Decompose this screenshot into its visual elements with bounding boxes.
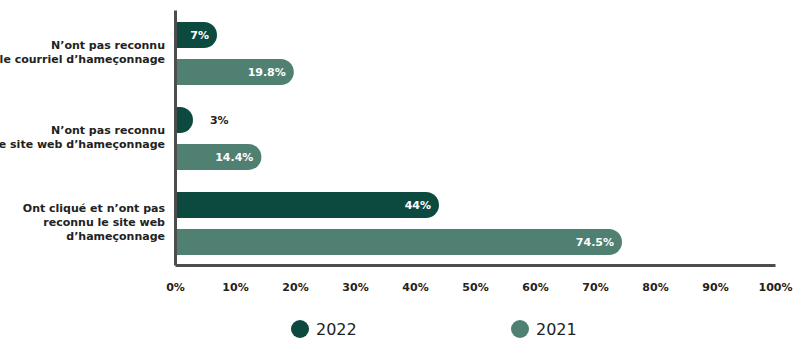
x-tick-label: 10% — [222, 281, 248, 294]
data-label: 74.5% — [576, 236, 614, 249]
chart: 7% 3% 44% 19.8% 14.4% 74.5% 0% 10% 20% 30% 40% 50% 6… — [0, 0, 805, 349]
x-tick-label: 70% — [582, 281, 608, 294]
legend-swatch — [291, 320, 309, 338]
y-tick: N’ont pas reconnule site web d’hameçonna… — [0, 124, 175, 151]
x-tick: 100% — [759, 265, 793, 294]
data-label: 19.8% — [248, 66, 286, 79]
y-tick-label: N’ont pas reconnule site web d’hameçonna… — [0, 124, 165, 151]
x-tick-label: 80% — [642, 281, 668, 294]
x-tick: 60% — [522, 265, 548, 294]
data-label: 14.4% — [215, 151, 253, 164]
x-tick: 30% — [342, 265, 368, 294]
bar — [175, 144, 261, 170]
y-axis: N’ont pas reconnule courriel d’hameçonna… — [0, 11, 176, 266]
bar — [175, 229, 622, 255]
legend: 2022 2021 — [291, 320, 577, 339]
x-tick-label: 100% — [759, 281, 793, 294]
bar — [175, 59, 294, 85]
x-tick-label: 0% — [166, 281, 185, 294]
x-tick: 80% — [642, 265, 668, 294]
y-axis-line — [174, 11, 177, 266]
x-tick: 70% — [582, 265, 608, 294]
x-tick: 10% — [222, 265, 248, 294]
bar — [175, 22, 217, 48]
x-tick-label: 60% — [522, 281, 548, 294]
x-tick-label: 40% — [402, 281, 428, 294]
x-axis-line — [176, 264, 776, 267]
y-tick-label: Ont cliqué et n’ont pasreconnu le site w… — [23, 202, 166, 243]
x-tick: 40% — [402, 265, 428, 294]
y-tick: N’ont pas reconnule courriel d’hameçonna… — [0, 39, 175, 66]
x-tick-label: 50% — [462, 281, 488, 294]
x-tick: 20% — [282, 265, 308, 294]
x-tick: 0% — [166, 265, 185, 294]
legend-label: 2022 — [316, 320, 357, 339]
data-label: 44% — [405, 199, 431, 212]
data-label: 7% — [190, 29, 209, 42]
x-tick-label: 90% — [702, 281, 728, 294]
x-tick: 90% — [702, 265, 728, 294]
bars — [175, 22, 622, 255]
bar — [175, 107, 193, 133]
data-label: 3% — [210, 114, 229, 127]
legend-label: 2021 — [536, 320, 577, 339]
y-tick: Ont cliqué et n’ont pasreconnu le site w… — [23, 202, 175, 243]
x-axis: 0% 10% 20% 30% 40% 50% 60% 70% 80% 90% 100% — [166, 265, 792, 294]
data-labels: 7% 3% 44% 19.8% 14.4% 74.5% — [190, 29, 614, 249]
bar — [175, 192, 439, 218]
x-tick: 50% — [462, 265, 488, 294]
y-tick-label: N’ont pas reconnule courriel d’hameçonna… — [0, 39, 165, 66]
x-tick-label: 20% — [282, 281, 308, 294]
x-tick-label: 30% — [342, 281, 368, 294]
legend-swatch — [511, 320, 529, 338]
